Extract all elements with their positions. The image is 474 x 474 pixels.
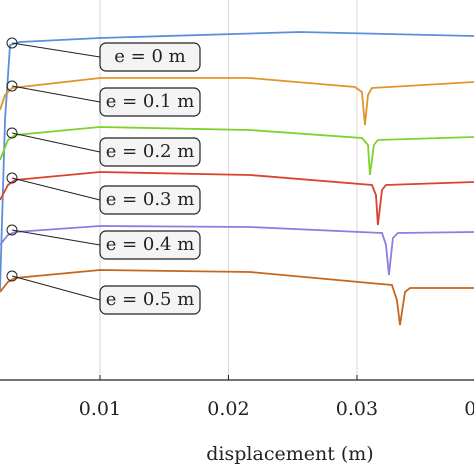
series-line <box>0 77 474 126</box>
callout-line <box>11 177 101 201</box>
x-tick-label: 0.01 <box>79 398 121 420</box>
legend-box <box>99 230 201 260</box>
callout-marker <box>6 37 18 49</box>
x-tick-label: 0.04 <box>464 398 474 420</box>
legend-label: e = 0.4 m <box>106 234 195 255</box>
legend-box <box>99 137 201 167</box>
legend-label: e = 0.5 m <box>106 289 195 310</box>
legend-box <box>99 42 201 72</box>
callout-line <box>11 42 101 58</box>
legend-label: e = 0.3 m <box>106 189 195 210</box>
legend-label: e = 0.1 m <box>106 91 195 112</box>
series-line <box>0 269 474 326</box>
callout-line <box>11 229 101 246</box>
callout-marker <box>6 224 18 236</box>
legend-label: e = 0.2 m <box>106 141 195 162</box>
legend-label: e = 0 m <box>114 46 185 67</box>
legend-box <box>99 87 201 117</box>
callout-line <box>11 85 101 103</box>
callout-line <box>11 275 101 301</box>
series-line <box>0 171 474 226</box>
callout-marker <box>6 127 18 139</box>
legend-box <box>99 185 201 215</box>
callout-line <box>11 132 101 153</box>
x-axis-label: displacement (m) <box>206 443 373 465</box>
callout-marker <box>6 172 18 184</box>
x-tick-label: 0.03 <box>336 398 378 420</box>
series-line <box>0 31 474 291</box>
x-tick-label: 0.02 <box>207 398 249 420</box>
series-line <box>0 126 474 176</box>
callout-marker <box>6 270 18 282</box>
series-line <box>0 225 474 276</box>
legend-box <box>99 285 201 315</box>
callout-marker <box>6 80 18 92</box>
